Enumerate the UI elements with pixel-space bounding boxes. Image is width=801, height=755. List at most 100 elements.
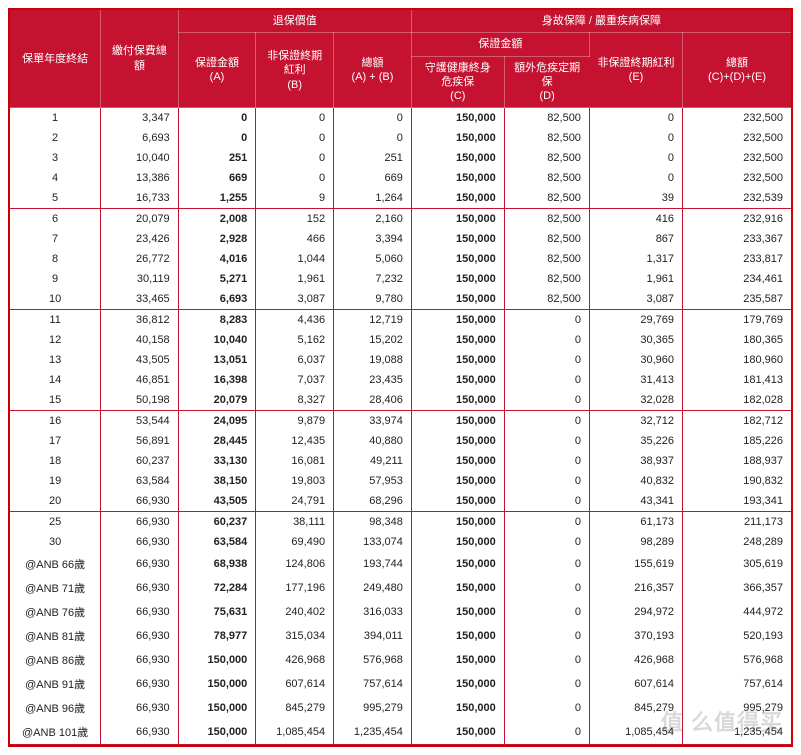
cell-p: 6,693 <box>101 128 178 148</box>
cell-d: 0 <box>504 390 589 411</box>
cell-c: 150,000 <box>411 696 504 720</box>
cell-y: 15 <box>10 390 101 411</box>
cell-t: 190,832 <box>683 471 791 491</box>
table-row: 516,7331,25591,264150,00082,50039232,539 <box>10 188 791 209</box>
cell-e: 1,085,454 <box>589 720 682 745</box>
table-row: 1343,50513,0516,03719,088150,000030,9601… <box>10 350 791 370</box>
cell-c: 150,000 <box>411 350 504 370</box>
cell-e: 867 <box>589 229 682 249</box>
table-row: @ANB 71歲66,93072,284177,196249,480150,00… <box>10 576 791 600</box>
cell-c: 150,000 <box>411 310 504 331</box>
cell-d: 0 <box>504 350 589 370</box>
table-row: @ANB 101歲66,930150,0001,085,4541,235,454… <box>10 720 791 745</box>
cell-t: 193,341 <box>683 491 791 512</box>
cell-t: 179,769 <box>683 310 791 331</box>
cell-d: 0 <box>504 600 589 624</box>
cell-e: 98,289 <box>589 532 682 552</box>
cell-c: 150,000 <box>411 471 504 491</box>
subgroup-guaranteed: 保證金額 <box>411 33 589 56</box>
col-c: 守護健康終身危疾保(C) <box>411 56 504 108</box>
table-row: @ANB 91歲66,930150,000607,614757,614150,0… <box>10 672 791 696</box>
cell-y: @ANB 101歲 <box>10 720 101 745</box>
cell-e: 39 <box>589 188 682 209</box>
cell-y: 16 <box>10 411 101 432</box>
cell-p: 66,930 <box>101 552 178 576</box>
cell-c: 150,000 <box>411 148 504 168</box>
cell-c: 150,000 <box>411 431 504 451</box>
cell-b: 315,034 <box>256 624 334 648</box>
cell-e: 0 <box>589 108 682 129</box>
cell-ab: 0 <box>334 108 412 129</box>
col-total-premium: 繳付保費總額 <box>101 10 178 108</box>
cell-y: @ANB 81歲 <box>10 624 101 648</box>
table-row: 723,4262,9284663,394150,00082,500867233,… <box>10 229 791 249</box>
cell-a: 68,938 <box>178 552 256 576</box>
insurance-illustration-table: 保單年度終結 繳付保費總額 退保價值 身故保障 / 嚴重疾病保障 保證金額(A)… <box>8 8 793 747</box>
cell-d: 0 <box>504 451 589 471</box>
cell-y: 7 <box>10 229 101 249</box>
cell-y: @ANB 66歲 <box>10 552 101 576</box>
cell-ab: 5,060 <box>334 249 412 269</box>
cell-ab: 19,088 <box>334 350 412 370</box>
cell-p: 46,851 <box>101 370 178 390</box>
cell-a: 150,000 <box>178 648 256 672</box>
cell-a: 28,445 <box>178 431 256 451</box>
cell-d: 0 <box>504 431 589 451</box>
cell-b: 69,490 <box>256 532 334 552</box>
cell-e: 0 <box>589 168 682 188</box>
table-row: @ANB 96歲66,930150,000845,279995,279150,0… <box>10 696 791 720</box>
cell-c: 150,000 <box>411 168 504 188</box>
table-row: 310,0402510251150,00082,5000232,500 <box>10 148 791 168</box>
cell-p: 63,584 <box>101 471 178 491</box>
cell-d: 82,500 <box>504 269 589 289</box>
cell-p: 40,158 <box>101 330 178 350</box>
cell-ab: 0 <box>334 128 412 148</box>
cell-t: 232,500 <box>683 108 791 129</box>
table-row: 26,693000150,00082,5000232,500 <box>10 128 791 148</box>
cell-a: 20,079 <box>178 390 256 411</box>
cell-y: 25 <box>10 512 101 533</box>
cell-d: 0 <box>504 696 589 720</box>
cell-a: 63,584 <box>178 532 256 552</box>
cell-p: 60,237 <box>101 451 178 471</box>
cell-a: 2,928 <box>178 229 256 249</box>
cell-a: 5,271 <box>178 269 256 289</box>
cell-d: 82,500 <box>504 249 589 269</box>
cell-p: 50,198 <box>101 390 178 411</box>
cell-p: 30,119 <box>101 269 178 289</box>
cell-a: 2,008 <box>178 209 256 230</box>
cell-a: 38,150 <box>178 471 256 491</box>
cell-c: 150,000 <box>411 249 504 269</box>
cell-c: 150,000 <box>411 720 504 745</box>
cell-ab: 757,614 <box>334 672 412 696</box>
cell-d: 0 <box>504 648 589 672</box>
cell-ab: 23,435 <box>334 370 412 390</box>
table-row: 620,0792,0081522,160150,00082,500416232,… <box>10 209 791 230</box>
cell-a: 10,040 <box>178 330 256 350</box>
cell-p: 3,347 <box>101 108 178 129</box>
cell-d: 0 <box>504 310 589 331</box>
cell-p: 66,930 <box>101 532 178 552</box>
cell-t: 211,173 <box>683 512 791 533</box>
table-row: 2566,93060,23738,11198,348150,000061,173… <box>10 512 791 533</box>
col-total-ab: 總額(A) + (B) <box>334 33 412 108</box>
table-row: 13,347000150,00082,5000232,500 <box>10 108 791 129</box>
cell-e: 426,968 <box>589 648 682 672</box>
cell-ab: 98,348 <box>334 512 412 533</box>
cell-t: 185,226 <box>683 431 791 451</box>
cell-d: 0 <box>504 576 589 600</box>
cell-ab: 9,780 <box>334 289 412 310</box>
table-row: 1860,23733,13016,08149,211150,000038,937… <box>10 451 791 471</box>
cell-ab: 193,744 <box>334 552 412 576</box>
cell-t: 180,960 <box>683 350 791 370</box>
table-row: 1446,85116,3987,03723,435150,000031,4131… <box>10 370 791 390</box>
col-guaranteed-a: 保證金額(A) <box>178 33 256 108</box>
cell-a: 0 <box>178 128 256 148</box>
cell-ab: 1,235,454 <box>334 720 412 745</box>
cell-t: 232,539 <box>683 188 791 209</box>
cell-y: 5 <box>10 188 101 209</box>
cell-p: 66,930 <box>101 576 178 600</box>
table-row: 1240,15810,0405,16215,202150,000030,3651… <box>10 330 791 350</box>
cell-e: 40,832 <box>589 471 682 491</box>
cell-b: 19,803 <box>256 471 334 491</box>
